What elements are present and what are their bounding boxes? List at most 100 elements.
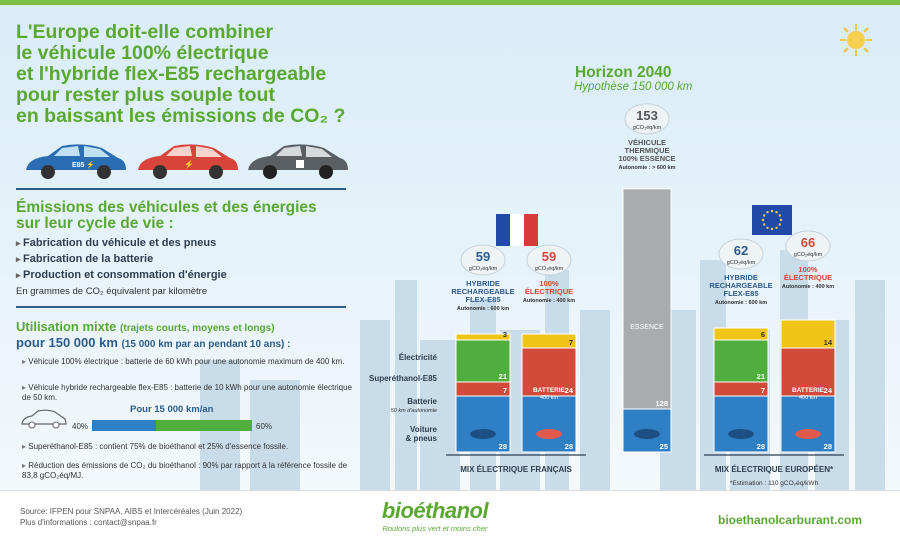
bar-value-label: 3 [503, 330, 507, 339]
logo-tagline: Roulons plus vert et moins cher [382, 524, 488, 533]
svg-text:⚡: ⚡ [184, 159, 194, 169]
bar-value-label: 21 [757, 372, 765, 381]
eu-star [766, 226, 769, 229]
eu-star [766, 211, 769, 214]
bar-car-icon [634, 429, 660, 439]
usage-heading: Utilisation mixte (trajets courts, moyen… [16, 320, 376, 352]
layer-label-electricity: Électricité [399, 353, 438, 362]
mini-bar-right-label: 60% [256, 422, 272, 431]
bar-value-label: 24 [824, 386, 833, 395]
usage-line1-sub: (trajets courts, moyens et longs) [120, 323, 275, 334]
group-label-europe: MIX ÉLECTRIQUE EUROPÉEN* [715, 465, 834, 474]
section-title: Émissions des véhicules et des énergies … [16, 200, 317, 232]
title-line: et l'hybride flex-E85 rechargeable [16, 63, 327, 85]
bar-segment-car-tyres [455, 395, 511, 453]
gasoline-label: ESSENCE [630, 324, 664, 331]
usage-line2-sub: (15 000 km par an pendant 10 ans) : [121, 339, 291, 350]
battery-autonomy-label: 400 km [799, 395, 817, 401]
bar-value-label: 28 [499, 442, 507, 451]
bar-segment-electricity [780, 319, 836, 349]
total-emission-label: 59 [542, 249, 556, 264]
note-ev: Véhicule 100% électrique : batterie de 6… [22, 357, 352, 367]
page-title: L'Europe doit-elle combiner le véhicule … [16, 22, 416, 127]
note-reduction: Réduction des émissions de CO₂ du bioéth… [22, 461, 352, 481]
bar-segment-e85 [713, 339, 769, 383]
bar-value-label: 24 [565, 386, 574, 395]
bar-segment-car-tyres [780, 395, 836, 453]
red-car-icon: ⚡ [138, 144, 238, 179]
eu-star [761, 218, 765, 222]
vehicle-name-label: HYBRIDE [466, 279, 500, 288]
bar-car-icon [795, 429, 821, 439]
horizon-subtitle: Hypothèse 150 000 km [574, 81, 693, 93]
france-flag [510, 214, 524, 246]
total-unit-label: gCO₂éq/km [794, 252, 823, 258]
cloud-icon [718, 238, 764, 270]
europe-flag [752, 205, 792, 235]
bar-value-label: 28 [565, 442, 573, 451]
vehicle-name-label: FLEX-E85 [723, 289, 758, 298]
total-unit-label: gCO₂éq/km [469, 266, 498, 272]
battery-label: BATTERIE [792, 387, 825, 394]
emissions-chart: 287213HYBRIDERECHARGEABLEFLEX-E85Autonom… [369, 103, 844, 487]
bar-segment-electricity [521, 333, 577, 349]
vehicle-name-label: 100% [539, 279, 559, 288]
vehicle-name-label: ÉLECTRIQUE [784, 273, 832, 282]
europe-footnote: *Estimation : 110 gCO₂éq/kWh [730, 480, 819, 487]
eu-star [763, 214, 766, 217]
vehicle-name-label: 100% ESSENCE [618, 154, 675, 163]
vehicle-name-label: RECHARGEABLE [709, 281, 772, 290]
bullet-item: Fabrication de la batterie [16, 251, 227, 267]
eu-star [770, 209, 774, 213]
battery-label: BATTERIE [533, 387, 566, 394]
usage-line2: pour 150 000 km [16, 335, 118, 350]
total-emission-label: 59 [476, 249, 490, 264]
bar-segment-gasoline [622, 188, 672, 410]
horizon-title: Horizon 2040 [575, 64, 672, 81]
section-title-line: sur leur cycle de vie : [16, 215, 174, 232]
cloud-icon [460, 244, 506, 276]
website-link[interactable]: bioethanolcarburant.com [718, 513, 863, 527]
bar-car-icon [470, 429, 496, 439]
mini-bar-electric-share [92, 420, 156, 431]
bar-segment-car-tyres [713, 395, 769, 453]
total-emission-label: 153 [636, 108, 658, 123]
bar-segment-electricity [713, 327, 769, 341]
vehicle-name-label: HYBRIDE [724, 273, 758, 282]
footer-source-block: Source: IFPEN pour SNPAA, AIBS et Interc… [20, 506, 242, 528]
eu-star [770, 227, 774, 231]
france-flag [524, 214, 538, 246]
eu-star [778, 223, 781, 226]
eu-star [779, 218, 783, 222]
vehicle-name-label: VÉHICULE [628, 138, 666, 147]
bar-value-label: 25 [660, 442, 668, 451]
total-unit-label: gCO₂éq/km [633, 125, 662, 131]
bar-value-label: 21 [499, 372, 507, 381]
cloud-icon [526, 244, 572, 276]
divider [16, 306, 346, 308]
autonomy-label: Autonomie : 600 km [715, 300, 767, 306]
eu-star [775, 211, 778, 214]
logo-text: bioéthanol [381, 498, 489, 523]
three-cars-illustration: E85 ⚡ ⚡ [26, 144, 348, 179]
vehicle-name-label: RECHARGEABLE [451, 287, 514, 296]
usage-split-bar: Pour 15 000 km/an 40% 60% [21, 404, 272, 431]
footer-source: Source: IFPEN pour SNPAA, AIBS et Interc… [20, 507, 243, 516]
autonomy-label: Autonomie : 400 km [782, 284, 834, 290]
sun-icon [840, 24, 872, 56]
unit-note: En grammes de CO₂ équivalent par kilomèt… [16, 286, 208, 297]
bar-value-label: 14 [824, 338, 833, 347]
bar-value-label: 6 [761, 330, 765, 339]
vehicle-name-label: THERMIQUE [625, 146, 670, 155]
svg-text:E85 ⚡: E85 ⚡ [72, 160, 95, 169]
bioethanol-logo: bioéthanol Roulons plus vert et moins ch… [360, 498, 510, 533]
bar-value-label: 28 [757, 442, 765, 451]
footer [0, 490, 900, 542]
footer-contact: Plus d'informations : contact@snpaa.fr [20, 518, 157, 527]
layer-label-car: Voiture [410, 425, 438, 434]
bar-value-label: 7 [503, 386, 507, 395]
autonomy-label: Autonomie : 400 km [523, 298, 575, 304]
eu-star [763, 223, 766, 226]
total-emission-label: 66 [801, 235, 815, 250]
section-title-line: Émissions des véhicules et des énergies [16, 199, 317, 216]
